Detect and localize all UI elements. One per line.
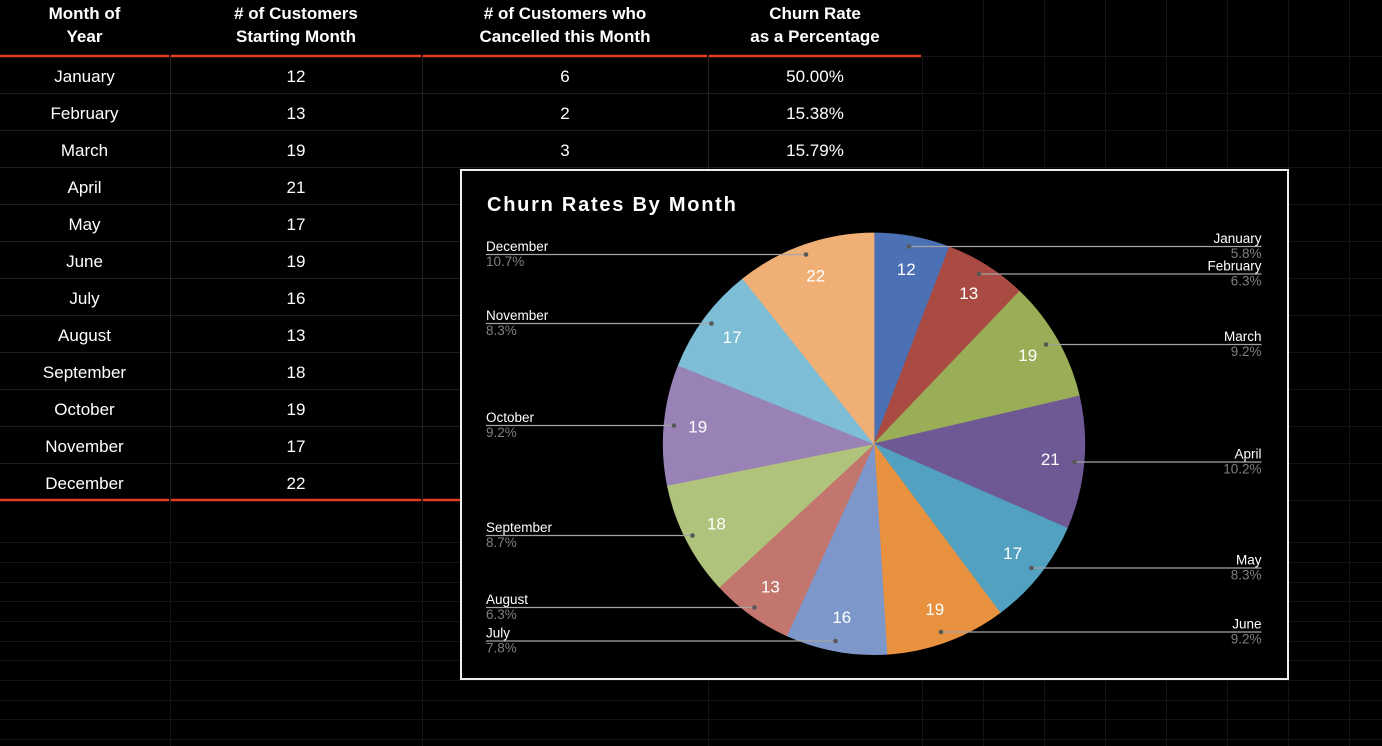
svg-text:12: 12	[897, 260, 916, 279]
svg-text:October: October	[486, 410, 535, 425]
svg-text:5.8%: 5.8%	[1231, 246, 1262, 261]
svg-text:8.3%: 8.3%	[486, 323, 517, 338]
svg-text:August: August	[486, 592, 528, 607]
svg-text:19: 19	[688, 418, 707, 437]
svg-text:June: June	[1232, 616, 1261, 631]
svg-text:19: 19	[1018, 346, 1037, 365]
svg-text:10.7%: 10.7%	[486, 254, 524, 269]
svg-text:May: May	[1236, 552, 1262, 567]
svg-text:19: 19	[925, 600, 944, 619]
svg-text:18: 18	[707, 514, 726, 533]
svg-text:6.3%: 6.3%	[1231, 274, 1262, 289]
svg-text:July: July	[486, 625, 510, 640]
svg-text:9.2%: 9.2%	[1231, 632, 1262, 647]
svg-text:April: April	[1234, 446, 1261, 461]
svg-text:7.8%: 7.8%	[486, 641, 517, 656]
svg-text:10.2%: 10.2%	[1223, 462, 1261, 477]
svg-text:8.7%: 8.7%	[486, 535, 517, 550]
svg-text:9.2%: 9.2%	[1231, 344, 1262, 359]
svg-text:November: November	[486, 308, 549, 323]
svg-text:21: 21	[1041, 450, 1060, 469]
svg-text:17: 17	[1003, 544, 1022, 563]
svg-text:January: January	[1213, 231, 1261, 246]
svg-text:December: December	[486, 239, 549, 254]
svg-text:8.3%: 8.3%	[1231, 568, 1262, 583]
svg-text:17: 17	[723, 328, 742, 347]
svg-text:9.2%: 9.2%	[486, 425, 517, 440]
svg-text:16: 16	[832, 608, 851, 627]
svg-text:September: September	[486, 520, 553, 535]
svg-text:13: 13	[959, 284, 978, 303]
svg-text:13: 13	[761, 577, 780, 596]
svg-text:March: March	[1224, 329, 1262, 344]
svg-text:6.3%: 6.3%	[486, 607, 517, 622]
svg-text:February: February	[1207, 258, 1261, 273]
svg-text:22: 22	[806, 267, 825, 286]
